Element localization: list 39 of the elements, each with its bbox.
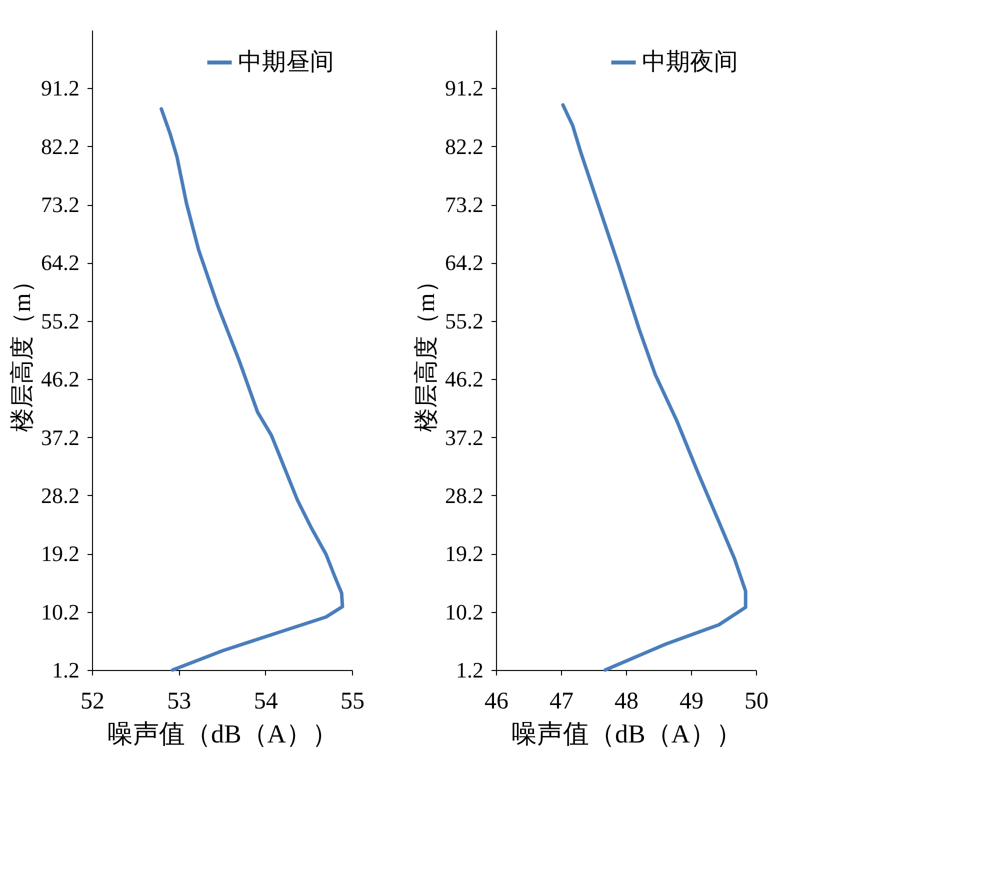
y-tick-label: 10.2 xyxy=(41,599,80,624)
y-tick-label: 82.2 xyxy=(41,134,80,159)
y-tick-label: 82.2 xyxy=(445,134,484,159)
y-tick-label: 10.2 xyxy=(445,599,484,624)
x-tick-label: 54 xyxy=(254,688,278,714)
y-tick-label: 73.2 xyxy=(445,192,484,218)
y-tick-label: 46.2 xyxy=(41,366,80,392)
y-tick-label: 28.2 xyxy=(445,482,484,508)
line-series xyxy=(561,103,748,672)
y-tick-label: 19.2 xyxy=(445,541,484,566)
y-tick-label: 64.2 xyxy=(445,250,484,276)
y-tick-label: 64.2 xyxy=(41,250,80,276)
y-tick-label: 91.2 xyxy=(41,76,80,101)
y-tick-label: 1.2 xyxy=(456,658,484,682)
x-tick-label: 55 xyxy=(340,688,364,714)
x-axis-title: 噪声值（dB（A）） xyxy=(106,720,338,748)
y-tick-label: 19.2 xyxy=(41,541,80,566)
line-series xyxy=(160,107,344,672)
x-tick-label: 46 xyxy=(484,688,508,714)
y-tick-label: 37.2 xyxy=(41,424,80,450)
x-tick-label: 48 xyxy=(614,688,638,714)
y-tick-label: 46.2 xyxy=(445,366,484,392)
y-tick-label: 55.2 xyxy=(41,308,80,334)
x-tick-label: 53 xyxy=(167,688,192,714)
x-tick-label: 52 xyxy=(80,688,104,714)
x-axis-title: 噪声值（dB（A）） xyxy=(510,720,742,748)
y-tick-label: 55.2 xyxy=(445,308,484,334)
y-tick-label: 1.2 xyxy=(52,658,80,682)
y-tick-label: 28.2 xyxy=(41,482,80,508)
legend-label: 中期夜间 xyxy=(642,48,738,76)
x-tick-label: 49 xyxy=(680,688,704,714)
y-tick-label: 73.2 xyxy=(41,192,80,218)
y-tick-label: 37.2 xyxy=(445,424,484,450)
y-tick-label: 91.2 xyxy=(445,76,484,101)
y-axis-title: 楼层高度（m） xyxy=(9,269,36,432)
x-tick-label: 50 xyxy=(744,688,768,714)
x-tick-label: 47 xyxy=(550,688,574,714)
y-axis-title: 楼层高度（m） xyxy=(413,269,440,432)
legend-label: 中期昼间 xyxy=(238,50,334,76)
